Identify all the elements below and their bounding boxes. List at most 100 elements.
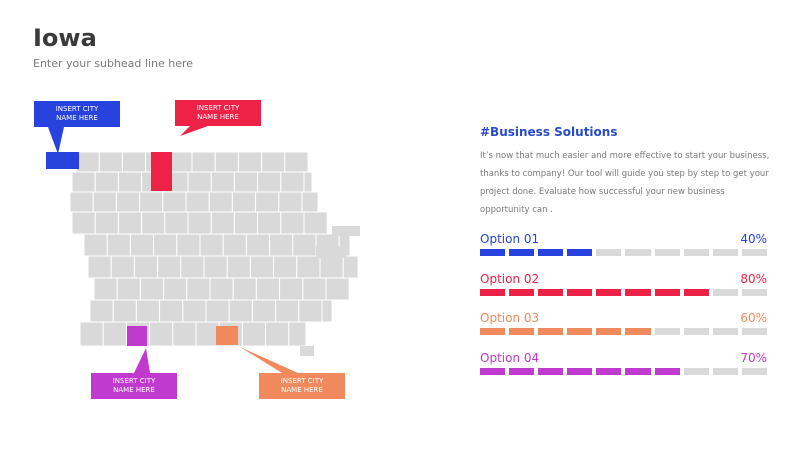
county bbox=[210, 211, 235, 235]
county bbox=[279, 277, 304, 301]
county bbox=[265, 321, 290, 347]
callout-text: INSERT CITY NAME HERE bbox=[112, 377, 156, 394]
county bbox=[115, 191, 141, 213]
progress-segment bbox=[596, 289, 622, 296]
county bbox=[110, 255, 135, 279]
county bbox=[98, 151, 123, 173]
county bbox=[117, 211, 143, 235]
county bbox=[284, 151, 309, 173]
county bbox=[316, 246, 346, 258]
county bbox=[89, 299, 114, 323]
county bbox=[195, 321, 220, 347]
option-row-02: Option 02 80% bbox=[480, 272, 767, 302]
progress-segment bbox=[712, 368, 738, 375]
progress-segment bbox=[683, 289, 709, 296]
callout-pointer-purple bbox=[134, 348, 150, 373]
option-percent: 80% bbox=[740, 272, 767, 286]
progress-segment bbox=[712, 289, 738, 296]
highlighted-county-red bbox=[151, 152, 172, 191]
progress-segment bbox=[538, 289, 564, 296]
county bbox=[182, 299, 207, 323]
progress-segment bbox=[712, 328, 738, 335]
option-percent: 60% bbox=[740, 311, 767, 325]
progress-segment bbox=[509, 368, 535, 375]
progress-segment bbox=[596, 368, 622, 375]
county bbox=[116, 277, 141, 301]
county bbox=[302, 277, 327, 301]
progress-segment bbox=[625, 249, 651, 256]
progress-segment bbox=[625, 289, 651, 296]
progress-segment bbox=[538, 368, 564, 375]
county bbox=[278, 191, 303, 213]
county bbox=[214, 151, 239, 173]
county bbox=[102, 321, 127, 347]
callout-pointer-blue bbox=[48, 127, 64, 154]
section-body-text: It’s now that much easier and more effec… bbox=[480, 151, 770, 215]
county bbox=[325, 277, 350, 301]
option-label: Option 03 bbox=[480, 311, 540, 325]
progress-segment bbox=[509, 328, 535, 335]
callout-pointer-red bbox=[180, 126, 208, 136]
option-label: Option 02 bbox=[480, 272, 540, 286]
progress-segment bbox=[741, 289, 767, 296]
county bbox=[139, 277, 165, 301]
option-row-03: Option 03 60% bbox=[480, 311, 767, 341]
county bbox=[222, 233, 247, 257]
county bbox=[185, 191, 210, 213]
progress-segment bbox=[567, 368, 593, 375]
progress-segment bbox=[509, 289, 535, 296]
option-label: Option 01 bbox=[480, 232, 540, 246]
progress-segment bbox=[538, 249, 564, 256]
county bbox=[300, 346, 314, 356]
option-percent: 70% bbox=[740, 351, 767, 365]
county bbox=[133, 255, 159, 279]
county bbox=[261, 151, 286, 173]
county bbox=[94, 211, 119, 235]
county bbox=[280, 211, 305, 235]
county bbox=[159, 299, 184, 323]
county bbox=[153, 233, 178, 257]
progress-segment bbox=[625, 328, 651, 335]
progress-segment bbox=[480, 328, 506, 335]
progress-segment bbox=[538, 328, 564, 335]
county bbox=[303, 211, 328, 235]
progress-segment bbox=[654, 368, 680, 375]
county bbox=[255, 191, 280, 213]
county bbox=[71, 171, 96, 193]
county bbox=[205, 299, 230, 323]
county bbox=[191, 151, 216, 173]
option-progress-bar bbox=[480, 289, 767, 296]
county bbox=[79, 321, 104, 347]
county bbox=[69, 191, 94, 213]
callout-text: INSERT CITY NAME HERE bbox=[55, 105, 99, 122]
county bbox=[255, 277, 281, 301]
county bbox=[280, 171, 305, 193]
progress-segment bbox=[480, 249, 506, 256]
progress-segment bbox=[683, 368, 709, 375]
county bbox=[226, 255, 251, 279]
progress-segment bbox=[480, 368, 506, 375]
progress-segment bbox=[480, 289, 506, 296]
county bbox=[332, 226, 360, 236]
county bbox=[251, 299, 277, 323]
county bbox=[273, 255, 298, 279]
county bbox=[228, 299, 253, 323]
progress-segment bbox=[741, 328, 767, 335]
county bbox=[208, 191, 233, 213]
county bbox=[93, 277, 118, 301]
county bbox=[241, 321, 267, 347]
county bbox=[163, 277, 188, 301]
county bbox=[92, 191, 117, 213]
county bbox=[139, 191, 164, 213]
option-label: Option 04 bbox=[480, 351, 540, 365]
callout-pointer-orange bbox=[240, 347, 298, 373]
callout-purple-city-label: INSERT CITY NAME HERE bbox=[91, 373, 177, 399]
callout-text: INSERT CITY NAME HERE bbox=[280, 377, 324, 394]
option-row-04: Option 04 70% bbox=[480, 351, 767, 381]
county bbox=[157, 255, 182, 279]
county bbox=[209, 277, 234, 301]
county bbox=[321, 299, 333, 323]
county bbox=[233, 171, 259, 193]
callout-red-city-label: INSERT CITY NAME HERE bbox=[175, 100, 261, 126]
county bbox=[164, 211, 189, 235]
